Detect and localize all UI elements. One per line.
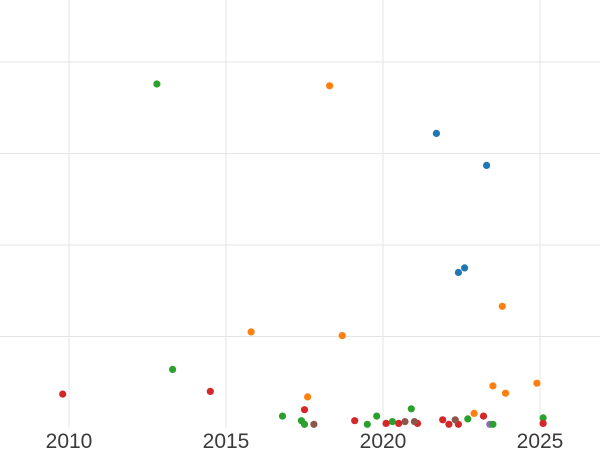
data-point-green [373,412,381,420]
data-point-green [539,414,547,422]
horizontal-gridlines [0,61,600,337]
data-point-orange [326,82,334,90]
data-point-green [363,420,371,428]
data-point-red [439,416,447,424]
data-point-red [539,419,547,427]
data-point-orange [247,328,255,336]
data-point-orange [489,382,497,390]
data-point-red [300,406,309,414]
data-point-green [300,420,309,428]
x-tick-label-2010: 2010 [46,430,93,450]
data-point-orange [498,302,506,310]
data-point-green [388,418,396,426]
data-point-blue [454,268,462,277]
data-point-red [445,420,453,428]
vertical-gridlines [68,0,541,428]
data-point-green [407,405,415,413]
data-point-orange [501,389,510,397]
data-point-orange [338,332,346,340]
data-point-red [351,417,359,425]
x-tick-label-2025: 2025 [517,430,564,450]
data-point-red [59,390,67,398]
x-tick-label-2015: 2015 [203,430,250,450]
data-point-orange [304,393,312,401]
data-point-orange [533,379,541,387]
data-point-red [479,412,488,420]
data-point-red [395,419,403,427]
data-point-brown [451,416,459,424]
data-point-red [382,419,390,427]
data-point-blue [461,264,469,272]
data-point-blue [483,161,491,169]
data-points [59,80,547,428]
data-point-orange [470,409,478,417]
x-tick-label-2020: 2020 [360,430,407,450]
data-point-green [169,365,177,373]
x-axis-tick-labels: 2010 2015 2020 2025 [46,430,564,450]
data-point-green [489,420,497,428]
data-point-brown [401,418,409,426]
data-point-green [464,415,472,423]
data-point-blue [432,129,440,137]
data-point-brown [410,418,418,426]
data-point-green [153,80,161,88]
data-point-brown [310,420,318,428]
data-point-green [278,412,287,420]
data-point-red [206,387,214,395]
